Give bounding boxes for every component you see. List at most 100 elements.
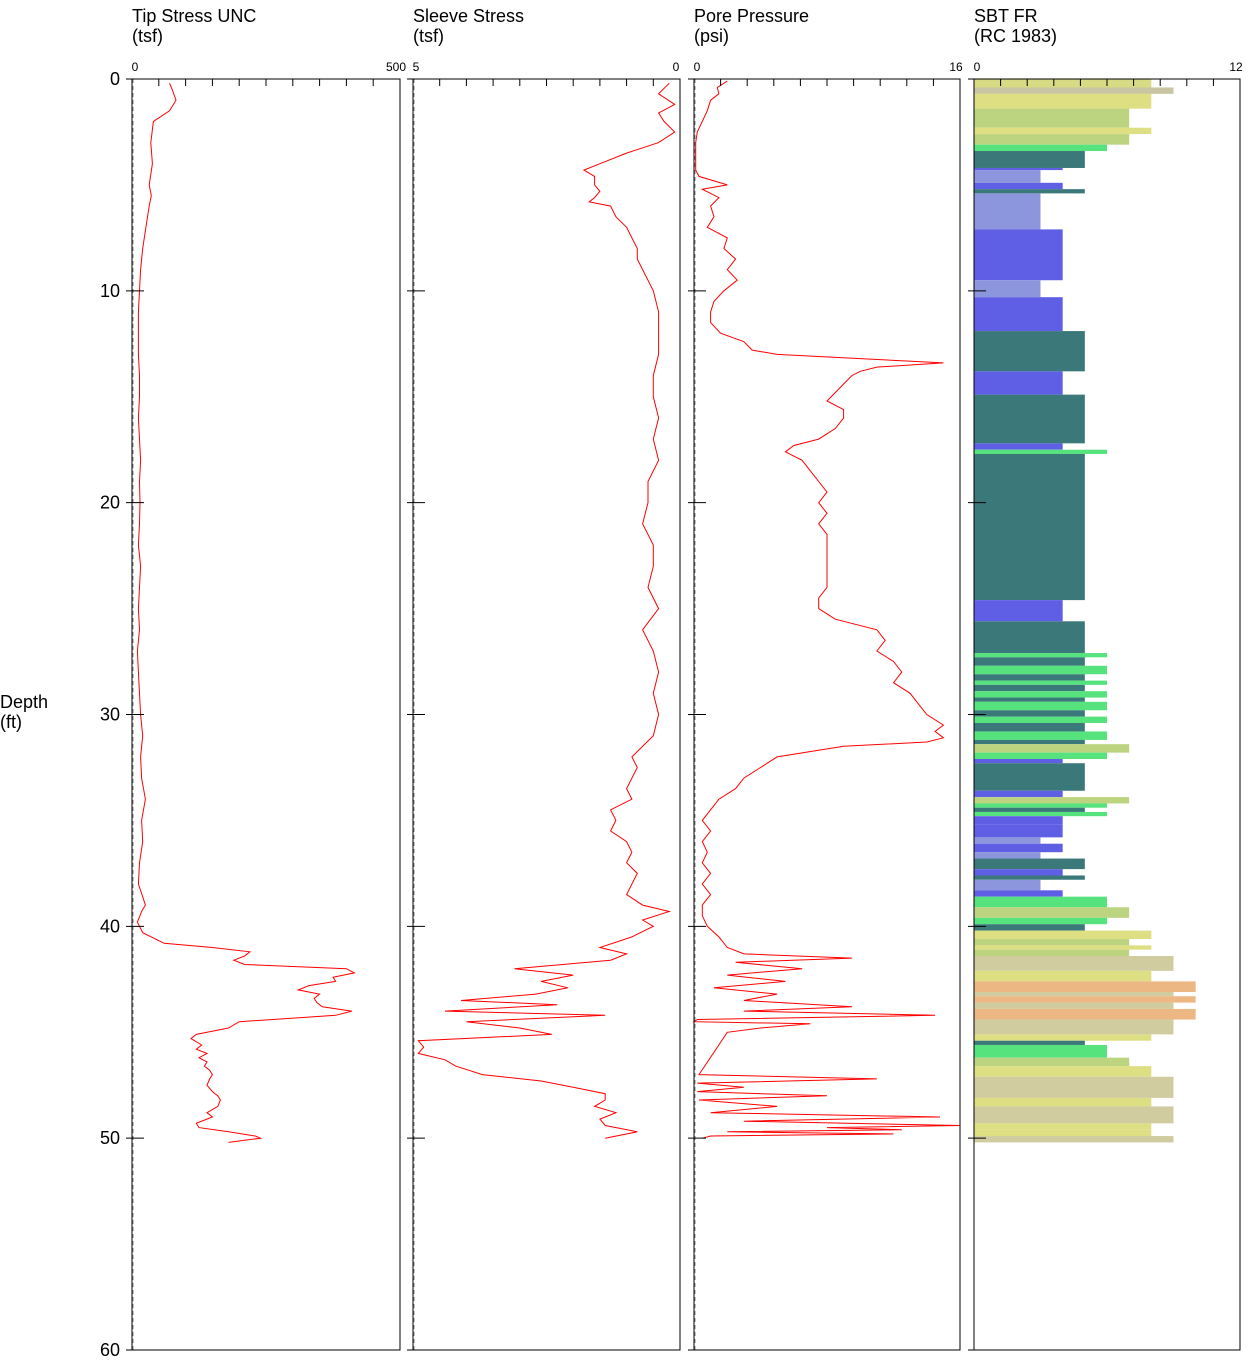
sbt-bar bbox=[974, 710, 1085, 717]
series-line bbox=[692, 80, 961, 1139]
sbt-bar bbox=[974, 621, 1085, 654]
panel-title: (psi) bbox=[694, 26, 729, 46]
sbt-bar bbox=[974, 797, 1130, 804]
x-tick-label-min: 0 bbox=[974, 60, 981, 74]
sbt-bar bbox=[974, 924, 1085, 931]
x-tick-label-min: 5 bbox=[413, 60, 420, 74]
sbt-bar bbox=[974, 996, 1196, 1003]
sbt-bar bbox=[974, 1136, 1174, 1143]
sbt-bar bbox=[974, 955, 1174, 971]
series-line bbox=[417, 82, 676, 1139]
sbt-bar bbox=[974, 449, 1107, 454]
x-tick-label-max: 0 bbox=[673, 60, 680, 74]
sbt-bar bbox=[974, 945, 1152, 950]
panel-title: Sleeve Stress bbox=[413, 6, 524, 26]
panel-2: Sleeve Stress(tsf) 5 0 bbox=[407, 6, 681, 1351]
depth-tick-label: 20 bbox=[100, 493, 120, 513]
sbt-bar bbox=[974, 443, 1063, 450]
sbt-bar bbox=[974, 731, 1107, 740]
sbt-bar bbox=[974, 331, 1085, 372]
sbt-bar bbox=[974, 453, 1085, 601]
sbt-bar bbox=[974, 744, 1130, 753]
depth-tick-label: 60 bbox=[100, 1340, 120, 1360]
sbt-bar bbox=[974, 917, 1107, 925]
sbt-bar bbox=[974, 229, 1063, 281]
panel-title: Pore Pressure bbox=[694, 6, 809, 26]
sbt-bar bbox=[974, 1008, 1196, 1020]
panel-title: Tip Stress UNC bbox=[132, 6, 256, 26]
sbt-bar bbox=[974, 992, 1174, 997]
x-tick-label-min: 0 bbox=[132, 60, 139, 74]
sbt-bar bbox=[974, 852, 1041, 859]
x-tick-label-min: 0 bbox=[694, 60, 701, 74]
sbt-bar bbox=[974, 600, 1063, 622]
sbt-bar bbox=[974, 653, 1107, 658]
depth-axis-label: (ft) bbox=[0, 712, 22, 732]
sbt-bar bbox=[974, 875, 1085, 880]
sbt-bar bbox=[974, 144, 1107, 152]
sbt-bar bbox=[974, 1123, 1152, 1130]
sbt-bar bbox=[974, 949, 1130, 956]
sbt-bar bbox=[974, 134, 1130, 145]
sbt-bar bbox=[974, 1066, 1152, 1077]
sbt-bar bbox=[974, 665, 1107, 675]
sbt-bar bbox=[974, 1057, 1130, 1067]
sbt-bar bbox=[974, 716, 1107, 723]
depth-tick-label: 0 bbox=[110, 69, 120, 89]
sbt-bar bbox=[974, 930, 1152, 940]
sbt-bar bbox=[974, 890, 1063, 897]
sbt-bar bbox=[974, 297, 1063, 332]
sbt-bar bbox=[974, 108, 1130, 128]
sbt-bar bbox=[974, 981, 1196, 993]
sbt-bar bbox=[974, 167, 1063, 171]
sbt-bar bbox=[974, 1129, 1152, 1137]
panel-4: SBT FR(RC 1983) 0 12 bbox=[968, 6, 1243, 1351]
sbt-bar bbox=[974, 691, 1107, 698]
sbt-bar bbox=[974, 970, 1152, 982]
depth-tick-label: 10 bbox=[100, 281, 120, 301]
sbt-bar bbox=[974, 752, 1107, 759]
sbt-bar bbox=[974, 170, 1041, 183]
sbt-bar bbox=[974, 837, 1041, 844]
sbt-bar bbox=[974, 394, 1085, 444]
sbt-bar bbox=[974, 807, 1085, 812]
sbt-bar bbox=[974, 280, 1041, 298]
sbt-bar bbox=[974, 824, 1063, 838]
sbt-bar bbox=[974, 1044, 1107, 1058]
panel-frame bbox=[131, 78, 401, 1351]
x-tick-label-max: 16 bbox=[949, 60, 963, 74]
depth-tick-label: 50 bbox=[100, 1128, 120, 1148]
sbt-bar bbox=[974, 722, 1085, 732]
sbt-bar bbox=[974, 684, 1085, 692]
sbt-bar bbox=[974, 790, 1063, 798]
sbt-bar bbox=[974, 1002, 1174, 1009]
sbt-bar bbox=[974, 739, 1085, 745]
sbt-bar bbox=[974, 189, 1085, 194]
sbt-bar bbox=[974, 907, 1130, 918]
sbt-bar bbox=[974, 151, 1085, 168]
sbt-bar bbox=[974, 939, 1130, 946]
sbt-bar bbox=[974, 1097, 1152, 1107]
sbt-bar bbox=[974, 182, 1063, 190]
sbt-bar bbox=[974, 869, 1063, 876]
panel-title: SBT FR bbox=[974, 6, 1038, 26]
depth-tick-label: 30 bbox=[100, 705, 120, 725]
sbt-bar bbox=[974, 193, 1041, 230]
sbt-bar bbox=[974, 1106, 1174, 1124]
sbt-bar bbox=[974, 87, 1174, 94]
depth-axis-label: Depth bbox=[0, 692, 48, 712]
x-tick-label-max: 12 bbox=[1229, 60, 1243, 74]
panel-title: (tsf) bbox=[413, 26, 444, 46]
sbt-bar bbox=[974, 896, 1107, 908]
sbt-bar bbox=[974, 758, 1063, 764]
panel-1: Tip Stress UNC(tsf) 0 500 bbox=[126, 6, 406, 1351]
sbt-bar bbox=[974, 701, 1107, 711]
panel-title: (tsf) bbox=[132, 26, 163, 46]
sbt-bar bbox=[974, 858, 1085, 870]
sbt-bar bbox=[974, 816, 1063, 825]
panel-3: Pore Pressure(psi) 0 16 bbox=[688, 6, 963, 1351]
sbt-bar bbox=[974, 93, 1152, 109]
sbt-bar bbox=[974, 1040, 1085, 1045]
sbt-bar bbox=[974, 763, 1085, 791]
